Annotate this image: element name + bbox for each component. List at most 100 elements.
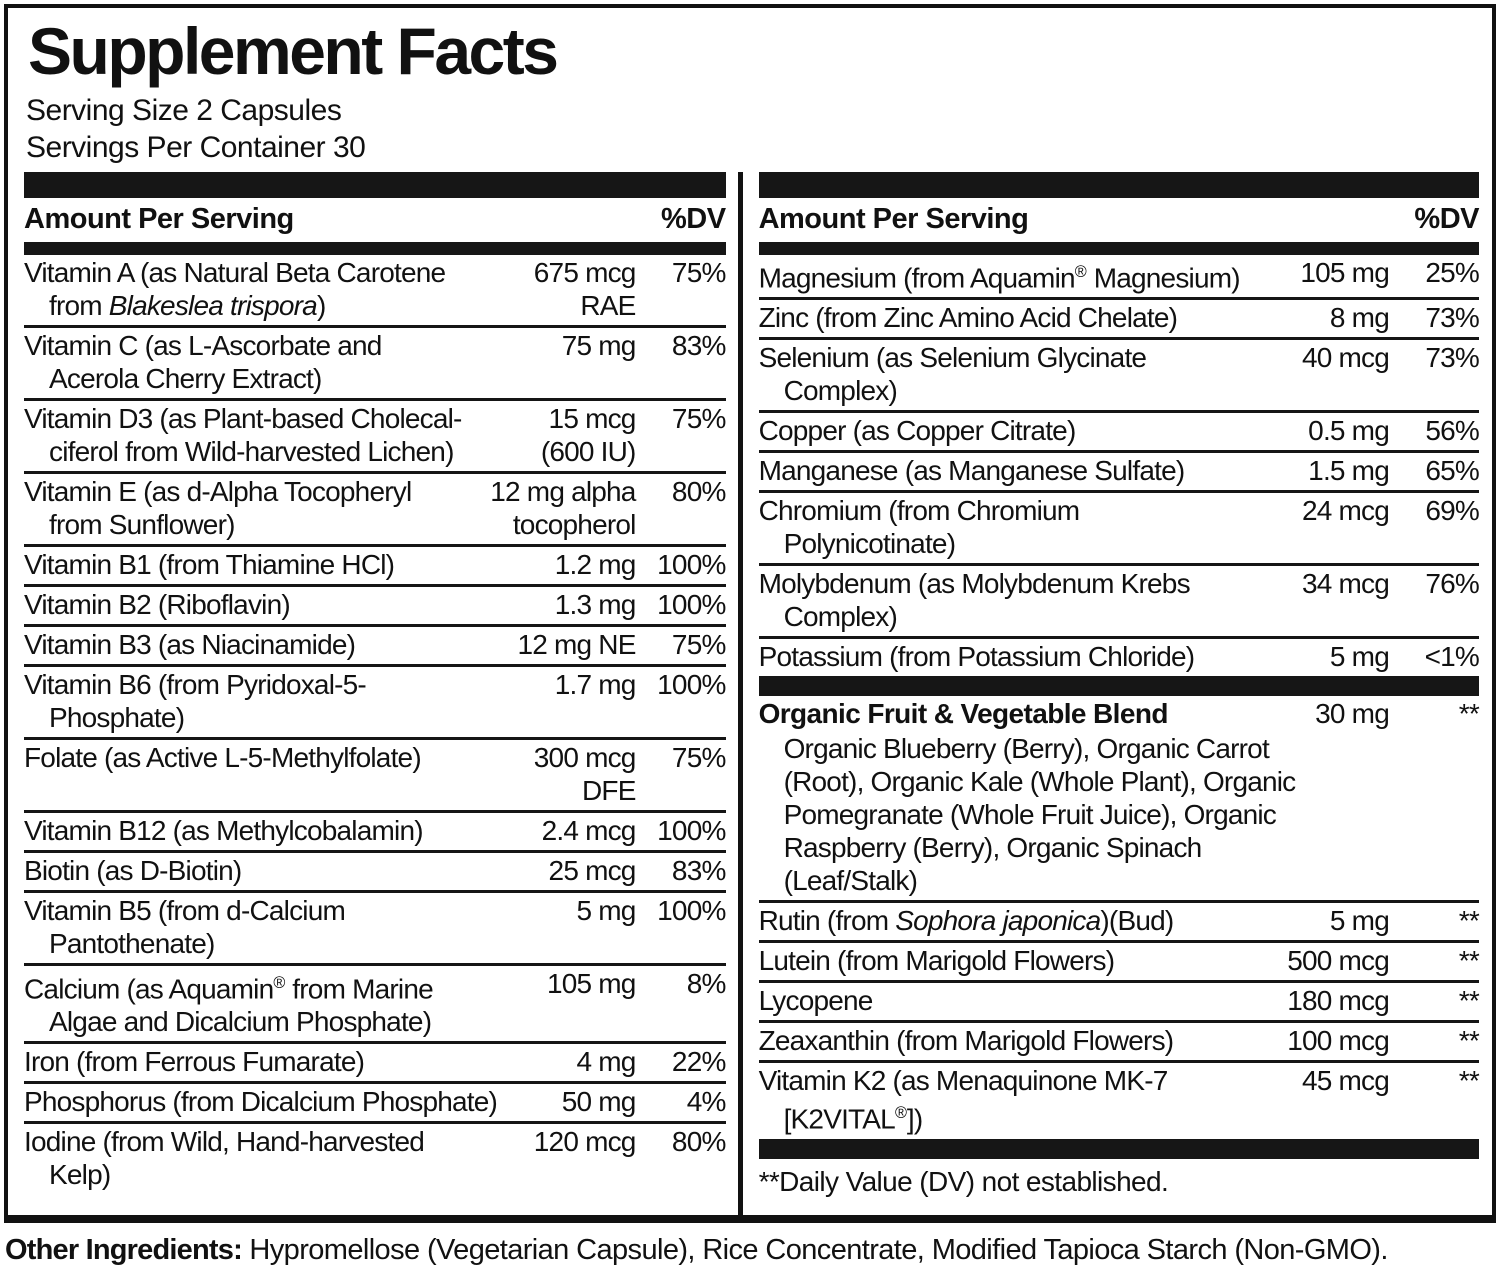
nutrient-name: Magnesium (from Aquamin® Magnesium) bbox=[758, 262, 1241, 294]
nutrient-name: Iodine (from Wild, Hand-harvested Kelp) bbox=[24, 1126, 425, 1191]
nutrient-amount: 45 mcg bbox=[1301, 1065, 1390, 1097]
nutrient-name: Rutin (from Sophora japonica)(Bud) bbox=[758, 905, 1175, 937]
nutrient-dv: ** bbox=[1458, 945, 1480, 977]
nutrient-row: Lycopene 180 mcg ** bbox=[758, 980, 1480, 1020]
nutrient-row: Molybdenum (as Molybdenum Krebs Complex)… bbox=[758, 563, 1480, 636]
nutrient-row: Folate (as Active L-5-Methylfolate) 300 … bbox=[24, 737, 726, 810]
nutrient-amount: 75 mg bbox=[561, 330, 637, 361]
nutrient-amount: 15 mcg (600 IU) bbox=[540, 403, 637, 467]
nutrient-amount: 50 mg bbox=[561, 1086, 637, 1118]
nutrient-name: Iron (from Ferrous Fumarate) bbox=[24, 1046, 365, 1078]
nutrient-amount: 12 mg NE bbox=[517, 629, 636, 660]
nutrient-name: Zinc (from Zinc Amino Acid Chelate) bbox=[758, 302, 1178, 334]
nutrient-row: Zeaxanthin (from Marigold Flowers) 100 m… bbox=[758, 1020, 1480, 1060]
nutrient-row: Selenium (as Selenium Glycinate Complex)… bbox=[758, 337, 1480, 410]
nutrient-row: Vitamin A (as Natural Beta Carotene from… bbox=[24, 255, 726, 325]
nutrient-name: Lycopene bbox=[758, 985, 874, 1017]
nutrient-row: Vitamin C (as L-Ascorbate and Acerola Ch… bbox=[24, 325, 726, 398]
nutrient-dv: 75% bbox=[671, 742, 726, 773]
divider-bar-top bbox=[758, 172, 1479, 198]
nutrient-row: Rutin (from Sophora japonica)(Bud) 5 mg … bbox=[758, 900, 1480, 940]
nutrient-name: Vitamin D3 (as Plant-based Cholecal- cif… bbox=[24, 403, 462, 467]
nutrient-dv: 100% bbox=[657, 669, 726, 700]
page-title: Supplement Facts bbox=[28, 14, 559, 88]
left-column: Amount Per Serving %DV Vitamin A (as Nat… bbox=[8, 172, 743, 1215]
nutrient-amount: 1.5 mg bbox=[1308, 455, 1390, 487]
nutrient-name: Selenium (as Selenium Glycinate Complex) bbox=[758, 342, 1147, 407]
nutrient-amount: 34 mcg bbox=[1301, 568, 1390, 600]
nutrient-dv: 75% bbox=[671, 403, 726, 434]
nutrient-row: Calcium (as Aquamin® from Marine Algae a… bbox=[24, 963, 726, 1041]
nutrient-amount: 105 mg bbox=[1300, 257, 1389, 288]
nutrient-dv: 83% bbox=[671, 855, 726, 886]
nutrient-row: Vitamin B2 (Riboflavin) 1.3 mg 100% bbox=[24, 584, 726, 624]
divider-bar-section bbox=[758, 676, 1479, 697]
amount-per-serving-label: Amount Per Serving bbox=[24, 203, 294, 235]
nutrient-row: Manganese (as Manganese Sulfate) 1.5 mg … bbox=[758, 450, 1480, 490]
nutrient-name: Vitamin B12 (as Methylcobalamin) bbox=[24, 815, 424, 846]
supplement-facts-panel: Supplement Facts Serving Size 2 Capsules… bbox=[4, 4, 1496, 1223]
nutrient-dv: 100% bbox=[657, 589, 726, 620]
nutrient-row: Vitamin D3 (as Plant-based Cholecal- cif… bbox=[24, 398, 726, 471]
nutrient-row: Magnesium (from Aquamin® Magnesium) 105 … bbox=[758, 255, 1480, 297]
nutrient-dv: ** bbox=[1458, 1065, 1480, 1097]
column-header: Amount Per Serving %DV bbox=[758, 198, 1480, 242]
nutrient-dv: ** bbox=[1458, 905, 1480, 937]
nutrient-dv: 80% bbox=[671, 1126, 726, 1158]
nutrient-amount: 1.3 mg bbox=[554, 589, 637, 620]
nutrient-dv: 75% bbox=[671, 629, 726, 660]
nutrient-amount: 180 mcg bbox=[1287, 985, 1390, 1017]
nutrient-name: Manganese (as Manganese Sulfate) bbox=[758, 455, 1186, 487]
nutrient-name: Vitamin B1 (from Thiamine HCl) bbox=[24, 549, 395, 580]
right-nutrient-rows-top: Magnesium (from Aquamin® Magnesium) 105 … bbox=[758, 255, 1480, 676]
nutrient-amount: 2.4 mcg bbox=[541, 815, 637, 846]
nutrient-row: Phosphorus (from Dicalcium Phosphate) 50… bbox=[24, 1081, 726, 1121]
amount-per-serving-label: Amount Per Serving bbox=[758, 203, 1029, 235]
nutrient-name: Phosphorus (from Dicalcium Phosphate) bbox=[24, 1086, 498, 1118]
nutrient-dv: 56% bbox=[1425, 415, 1479, 447]
nutrient-name: Lutein (from Marigold Flowers) bbox=[758, 945, 1115, 977]
nutrient-dv: 8% bbox=[686, 968, 727, 999]
facts-columns: Amount Per Serving %DV Vitamin A (as Nat… bbox=[8, 172, 1492, 1215]
nutrient-dv: 76% bbox=[1425, 568, 1479, 600]
nutrient-dv: 73% bbox=[1425, 302, 1479, 334]
nutrient-row: Biotin (as D-Biotin) 25 mcg 83% bbox=[24, 850, 726, 890]
left-nutrient-rows: Vitamin A (as Natural Beta Carotene from… bbox=[24, 255, 726, 1194]
nutrient-name: Calcium (as Aquamin® from Marine Algae a… bbox=[24, 973, 434, 1038]
nutrient-row: Vitamin B12 (as Methylcobalamin) 2.4 mcg… bbox=[24, 810, 726, 850]
servings-per-container: Servings Per Container 30 bbox=[26, 131, 366, 164]
nutrient-dv: <1% bbox=[1424, 641, 1480, 673]
nutrient-amount: 4 mg bbox=[576, 1046, 637, 1078]
nutrient-amount: 12 mg alpha tocopherol bbox=[490, 476, 636, 540]
nutrient-amount: 500 mcg bbox=[1287, 945, 1390, 977]
divider-bar-mid bbox=[758, 242, 1479, 255]
nutrient-row: Lutein (from Marigold Flowers) 500 mcg *… bbox=[758, 940, 1480, 980]
nutrient-name: Vitamin B5 (from d-Calcium Pantothenate) bbox=[24, 895, 346, 959]
nutrient-name: Chromium (from Chromium Polynicotinate) bbox=[758, 495, 1081, 560]
nutrient-dv: 75% bbox=[671, 257, 726, 288]
blend-row: Organic Fruit & Vegetable Blend 30 mg **… bbox=[759, 696, 1480, 900]
blend-ingredients: Organic Blueberry (Berry), Organic Carro… bbox=[783, 733, 1297, 897]
nutrient-name: Potassium (from Potassium Chloride) bbox=[758, 641, 1196, 673]
nutrient-dv: 73% bbox=[1425, 342, 1479, 374]
nutrient-amount: 8 mg bbox=[1329, 302, 1390, 334]
blend-amount: 30 mg bbox=[1315, 698, 1390, 730]
percent-dv-label: %DV bbox=[1414, 203, 1479, 235]
nutrient-amount: 120 mcg bbox=[533, 1126, 637, 1158]
nutrient-name: Folate (as Active L-5-Methylfolate) bbox=[24, 742, 422, 773]
nutrient-row: Vitamin B6 (from Pyridoxal-5- Phosphate)… bbox=[24, 664, 726, 737]
nutrient-row: Iodine (from Wild, Hand-harvested Kelp) … bbox=[24, 1121, 726, 1194]
divider-bar-mid bbox=[24, 242, 726, 255]
nutrient-name: Vitamin B2 (Riboflavin) bbox=[24, 589, 291, 620]
nutrient-amount: 5 mg bbox=[1329, 905, 1390, 937]
nutrient-row: Vitamin B3 (as Niacinamide) 12 mg NE 75% bbox=[24, 624, 726, 664]
dv-footnote: **Daily Value (DV) not established. bbox=[758, 1165, 1169, 1197]
right-nutrient-rows-bottom: Organic Fruit & Vegetable Blend 30 mg **… bbox=[758, 696, 1480, 1138]
other-ingredients-text: Hypromellose (Vegetarian Capsule), Rice … bbox=[241, 1233, 1388, 1266]
nutrient-row: Vitamin B1 (from Thiamine HCl) 1.2 mg 10… bbox=[24, 544, 726, 584]
nutrient-dv: 4% bbox=[686, 1086, 727, 1118]
nutrient-amount: 1.7 mg bbox=[554, 669, 637, 700]
nutrient-name: Zeaxanthin (from Marigold Flowers) bbox=[758, 1025, 1175, 1057]
nutrient-dv: 100% bbox=[657, 815, 726, 846]
nutrient-amount: 40 mcg bbox=[1301, 342, 1390, 374]
